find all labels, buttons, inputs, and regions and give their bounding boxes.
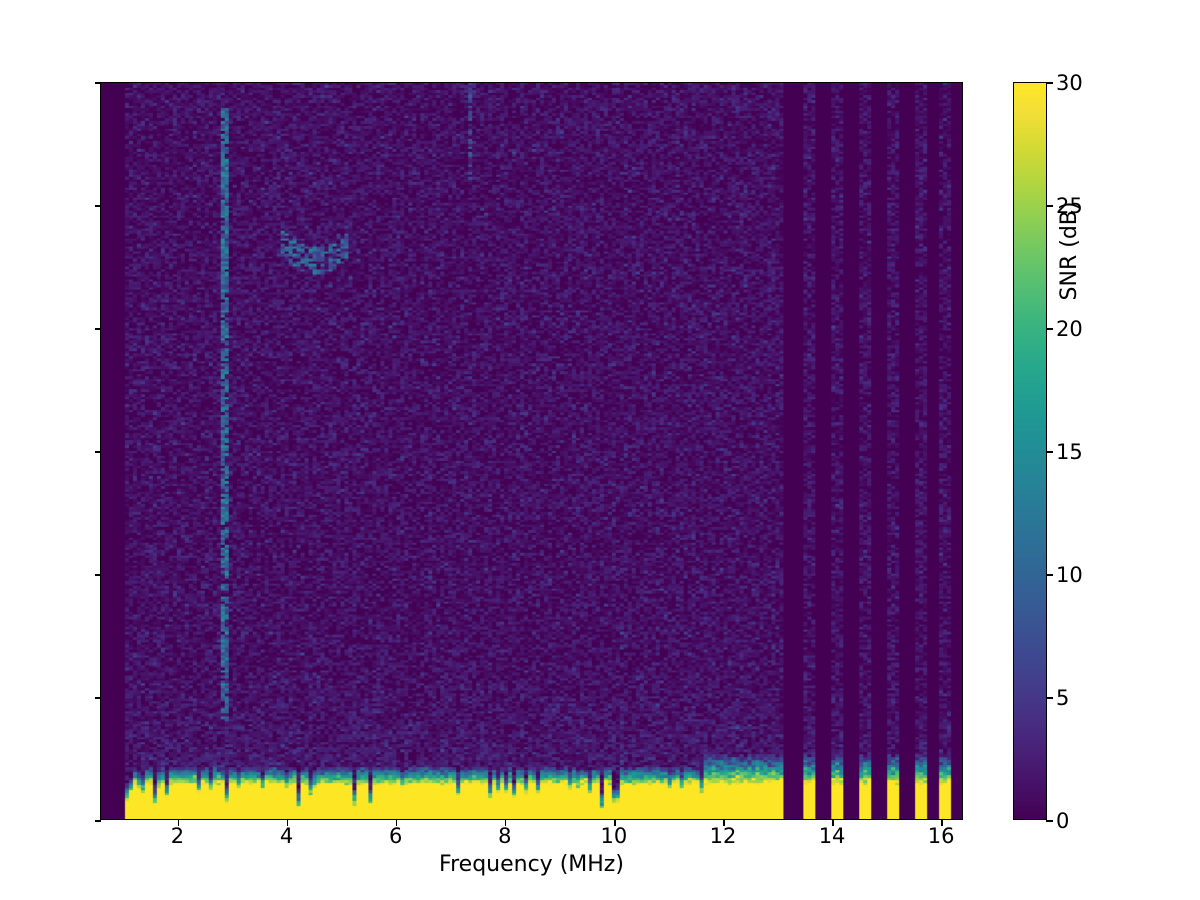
- colorbar-tick-mark: [1046, 574, 1053, 576]
- y-tick-mark: [94, 205, 101, 207]
- x-tick-label-6: 6: [388, 824, 403, 848]
- x-tick-label-8: 8: [498, 824, 512, 848]
- colorbar-tick-mark: [1046, 451, 1053, 453]
- x-tick-label-2: 2: [170, 824, 185, 848]
- colorbar-tick-mark: [1046, 697, 1053, 699]
- x-tick-mark: [941, 819, 943, 826]
- y-tick-mark: [94, 574, 101, 576]
- x-axis-label: Frequency (MHz): [439, 852, 624, 877]
- colorbar-tick-label-25: 25: [1056, 194, 1083, 218]
- y-tick-mark: [94, 820, 101, 822]
- x-tick-label-12: 12: [709, 824, 737, 848]
- colorbar-label: SNR (dB): [1057, 201, 1082, 301]
- colorbar-gradient: [1014, 83, 1046, 819]
- colorbar-tick-label-10: 10: [1056, 563, 1083, 587]
- x-tick-mark: [286, 819, 289, 826]
- x-tick-mark: [832, 819, 834, 826]
- colorbar-tick-label-0: 0: [1056, 809, 1070, 833]
- x-tick-mark: [505, 819, 507, 826]
- colorbar-tick-label-20: 20: [1056, 317, 1083, 341]
- y-tick-mark: [94, 697, 101, 699]
- y-tick-mark: [94, 328, 101, 330]
- x-tick-mark: [395, 819, 398, 826]
- x-tick-mark: [723, 819, 725, 826]
- x-tick-mark: [177, 819, 180, 826]
- heatmap-plot-area: 0100200300400500600: [94, 82, 963, 826]
- x-tick-label-10: 10: [600, 824, 628, 848]
- colorbar-tick-label-15: 15: [1056, 440, 1083, 464]
- colorbar-tick-label-30: 30: [1056, 71, 1083, 95]
- colorbar-tick-mark: [1046, 205, 1053, 207]
- colorbar-tick-mark: [1046, 82, 1053, 84]
- x-tick-label-4: 4: [279, 824, 294, 848]
- x-tick-mark: [614, 819, 616, 826]
- y-tick-mark: [94, 82, 101, 84]
- colorbar-tick-label-5: 5: [1056, 686, 1070, 710]
- x-tick-label-14: 14: [818, 824, 846, 848]
- ionogram-heatmap-canvas: [101, 83, 962, 819]
- y-tick-mark: [94, 451, 101, 453]
- x-tick-label-16: 16: [927, 824, 955, 848]
- colorbar: 0 5 10 15 20 25 30: [1013, 71, 1083, 833]
- colorbar-tick-mark: [1046, 820, 1053, 822]
- colorbar-tick-mark: [1046, 328, 1053, 330]
